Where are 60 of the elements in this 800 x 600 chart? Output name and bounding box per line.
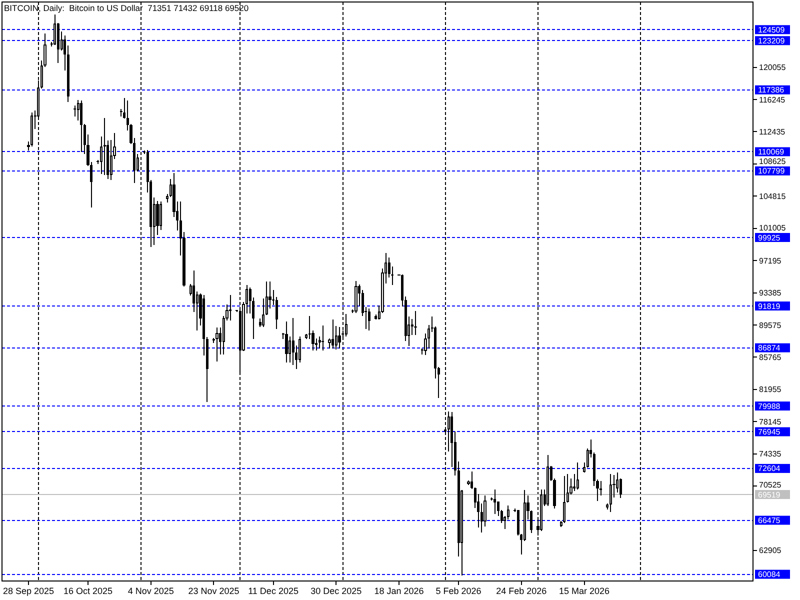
- x-tick-label: 15 Mar 2026: [559, 586, 610, 596]
- y-tick-label: 70525: [759, 480, 782, 490]
- ref-line-label: 72604: [758, 464, 781, 474]
- candlestick: [54, 14, 56, 46]
- candlestick: [332, 318, 334, 349]
- y-tick-label: 89575: [759, 320, 782, 330]
- y-tick-label: 74335: [759, 450, 782, 459]
- y-tick-label: 78145: [759, 417, 782, 426]
- ref-line-label: 60084: [758, 570, 781, 580]
- candlestick: [160, 201, 162, 231]
- candlestick: [573, 474, 576, 492]
- candlestick: [156, 200, 159, 236]
- ref-line-label: 86874: [758, 344, 781, 353]
- candlestick: [76, 99, 80, 121]
- candlestick: [576, 462, 579, 490]
- y-tick-label: 81955: [759, 385, 782, 394]
- y-tick-label: 85765: [759, 352, 782, 362]
- y-tick-label: 104815: [759, 192, 786, 201]
- ref-line-label: 69519: [758, 490, 781, 500]
- candlestick: [73, 104, 76, 117]
- x-tick-label: 18 Jan 2026: [374, 586, 424, 596]
- ref-line-label: 91819: [758, 302, 781, 311]
- candlestick: [322, 325, 324, 352]
- ref-line-label: 79988: [758, 402, 781, 411]
- x-tick-label: 28 Sep 2025: [2, 586, 54, 596]
- ref-line-label: 107799: [758, 166, 786, 176]
- candlestick: [368, 308, 371, 332]
- candlestick: [616, 472, 619, 494]
- x-tick-label: 30 Dec 2025: [310, 586, 362, 596]
- ref-line-label: 76945: [758, 428, 781, 437]
- candlestick: [285, 320, 288, 364]
- x-tick-label: 23 Nov 2025: [188, 586, 240, 596]
- ref-line-label: 66475: [758, 516, 781, 526]
- y-tick-label: 120055: [759, 63, 786, 72]
- x-tick-label: 5 Feb 2026: [436, 586, 482, 596]
- ref-line-label: 110069: [758, 148, 785, 157]
- ref-line-label: 99925: [758, 233, 781, 242]
- candlestick: [328, 338, 331, 349]
- candlestick: [292, 318, 294, 366]
- candlestick: [563, 475, 566, 524]
- x-tick-label: 4 Nov 2025: [128, 586, 174, 596]
- x-tick-label: 11 Dec 2025: [248, 586, 298, 596]
- y-tick-label: 112435: [759, 128, 786, 137]
- y-tick-label: 101005: [759, 224, 786, 233]
- candlestick: [494, 489, 496, 515]
- x-tick-label: 24 Feb 2026: [496, 586, 547, 596]
- candlestick: [80, 100, 83, 153]
- candlestick: [414, 310, 417, 336]
- ref-line-label: 117386: [758, 86, 785, 95]
- x-tick-label: 16 Oct 2025: [63, 586, 113, 596]
- candlestick: [609, 474, 612, 513]
- ref-line-label: 123209: [758, 36, 786, 46]
- candlestick: [216, 327, 218, 362]
- y-tick-label: 108625: [759, 157, 786, 166]
- y-tick-label: 93385: [759, 288, 782, 298]
- candlestick: [228, 294, 232, 321]
- y-tick-label: 62905: [759, 546, 782, 556]
- y-tick-label: 116245: [759, 95, 786, 104]
- y-tick-label: 97195: [759, 256, 782, 266]
- ref-line-label: 124509: [758, 25, 786, 34]
